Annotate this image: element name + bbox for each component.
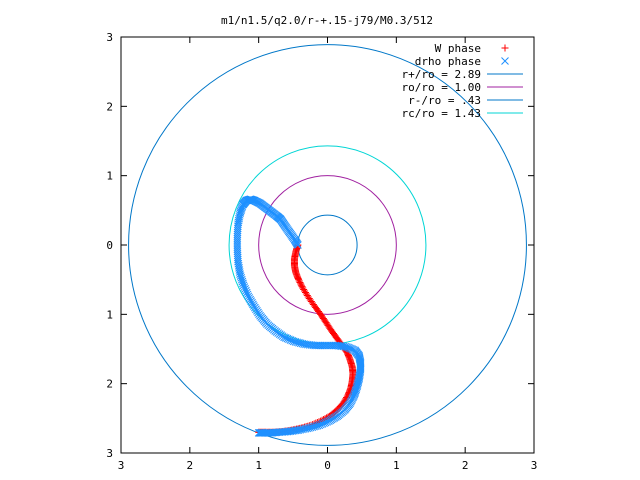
y-tick-label: 2 <box>106 378 113 391</box>
data-series <box>233 195 365 437</box>
data-point <box>341 342 350 351</box>
data-point <box>254 429 263 437</box>
y-tick-label: 3 <box>106 447 113 460</box>
legend-label: W phase <box>435 42 481 55</box>
data-point <box>351 386 360 395</box>
data-point <box>339 342 348 351</box>
data-point <box>344 343 353 352</box>
chart-title: m1/n1.5/q2.0/r-+.15-j79/M0.3/512 <box>221 14 433 27</box>
data-point <box>352 385 361 394</box>
data-point <box>257 429 265 437</box>
data-point <box>237 205 246 213</box>
data-point <box>238 200 247 209</box>
data-point <box>342 343 351 351</box>
circle-0 <box>128 44 527 446</box>
data-point <box>352 383 361 392</box>
data-point <box>325 341 334 350</box>
data-point <box>238 203 246 212</box>
data-point <box>255 429 264 437</box>
legend-label: ro/ro = 1.00 <box>402 81 481 94</box>
data-point <box>311 341 319 350</box>
data-point <box>313 341 321 350</box>
data-point <box>318 341 327 350</box>
legend-label: r+/ro = 2.89 <box>402 68 481 81</box>
data-point <box>237 206 245 215</box>
data-point <box>327 341 336 350</box>
data-point <box>320 341 329 350</box>
legend-swatch <box>501 57 509 65</box>
x-tick-label: 3 <box>531 459 538 472</box>
x-tick-label: 3 <box>118 459 125 472</box>
data-point <box>353 382 361 391</box>
legend-swatch <box>501 44 509 52</box>
x-tick-label: 0 <box>324 459 331 472</box>
x-tick-label: 1 <box>393 459 400 472</box>
data-point <box>345 344 354 352</box>
y-tick-label: 3 <box>106 31 113 44</box>
data-point <box>324 341 332 350</box>
legend-label: rc/ro = 1.43 <box>402 107 481 120</box>
data-point <box>353 381 362 389</box>
data-point <box>326 412 334 420</box>
data-point <box>347 344 355 353</box>
data-point <box>351 388 360 396</box>
x-tick-label: 1 <box>255 459 262 472</box>
y-tick-label: 1 <box>106 170 113 183</box>
data-point <box>238 202 247 211</box>
data-point <box>350 389 359 398</box>
y-tick-label: 2 <box>106 100 113 113</box>
data-point <box>316 341 325 350</box>
y-tick-label: 1 <box>106 308 113 321</box>
x-tick-label: 2 <box>187 459 194 472</box>
data-point <box>256 429 265 437</box>
x-tick-label: 2 <box>462 459 469 472</box>
data-point <box>298 283 306 291</box>
data-point <box>322 341 330 350</box>
legend-label: r-/ro = .43 <box>408 94 481 107</box>
circle-1 <box>258 175 397 315</box>
series-1 <box>233 195 365 437</box>
data-point <box>314 341 323 350</box>
y-tick-label: 0 <box>106 239 113 252</box>
circle-2 <box>297 214 358 276</box>
data-point <box>258 429 266 437</box>
legend-label: drho phase <box>415 55 481 68</box>
